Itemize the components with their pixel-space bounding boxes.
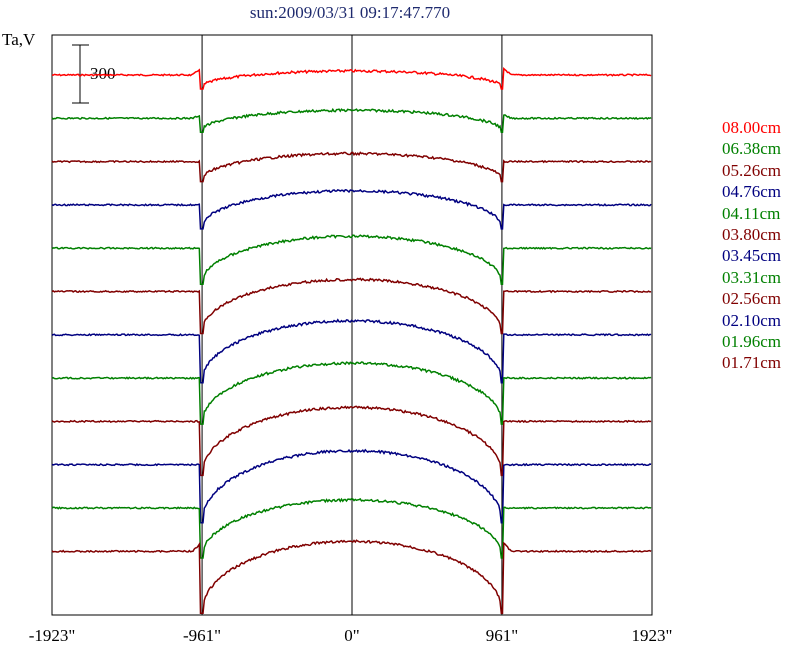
- series-line-04.76cm: [51, 188, 652, 230]
- legend-entry: 02.56cm: [722, 289, 782, 309]
- y-axis-label: Ta,V: [2, 30, 36, 49]
- x-tick-label: -1923": [28, 626, 76, 645]
- legend-entry: 01.96cm: [722, 332, 782, 352]
- series-line-01.96cm: [51, 497, 652, 559]
- x-tick-label: 1923": [631, 626, 673, 645]
- legend-entry: 03.80cm: [722, 225, 782, 245]
- x-tick-label: -961": [183, 626, 222, 645]
- series-line-02.10cm: [51, 448, 652, 524]
- legend-entry: 04.76cm: [722, 182, 782, 202]
- series-line-03.31cm: [51, 361, 652, 425]
- legend-entry: 03.45cm: [722, 246, 782, 266]
- series-line-03.80cm: [51, 277, 652, 335]
- legend: 08.00cm 06.38cm 05.26cm 04.76cm 04.11cm 03.80…: [722, 117, 781, 374]
- series-line-08.00cm: [51, 66, 652, 90]
- legend-entry: 08.00cm: [722, 118, 782, 137]
- series-line-06.38cm: [51, 107, 652, 134]
- series-line-05.26cm: [51, 151, 652, 183]
- chart-title: sun:2009/03/31 09:17:47.770: [249, 3, 451, 22]
- scale-bar-label: 300: [90, 64, 116, 83]
- legend-entry: 02.10cm: [722, 310, 782, 330]
- series-line-04.11cm: [51, 234, 652, 285]
- legend-entry: 01.71cm: [722, 353, 782, 373]
- scale-bar: 300: [72, 44, 116, 104]
- legend-entry: 03.31cm: [722, 267, 782, 287]
- legend-entry: 06.38cm: [722, 139, 782, 159]
- series-line-02.56cm: [51, 405, 652, 477]
- series-line-01.71cm: [51, 539, 652, 615]
- legend-entry: 05.26cm: [722, 160, 782, 180]
- x-tick-label: 961": [485, 626, 519, 645]
- legend-entry: 04.11cm: [722, 203, 781, 223]
- series-line-03.45cm: [51, 318, 652, 384]
- x-tick-label: 0": [344, 626, 360, 645]
